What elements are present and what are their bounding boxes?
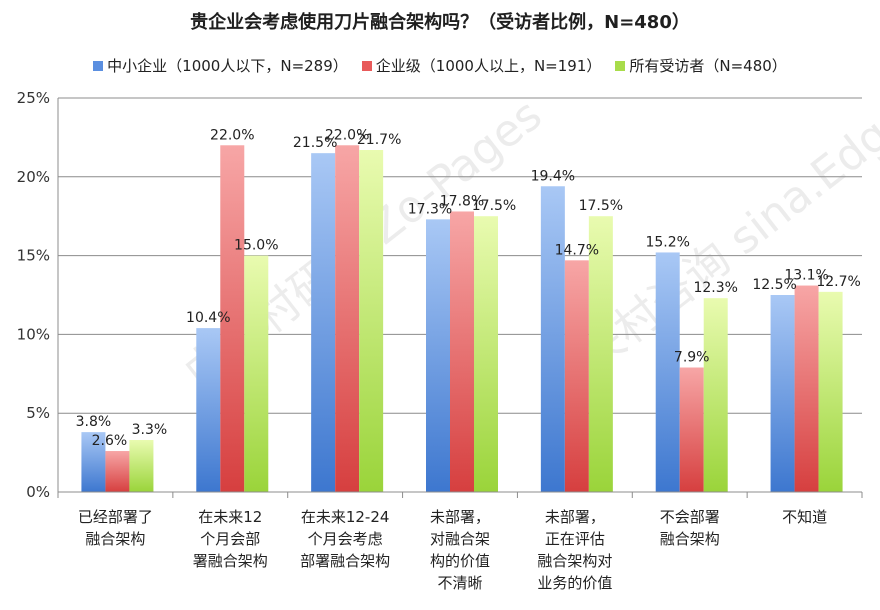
bar-sme-2	[311, 153, 336, 492]
bar-enterprise-2	[335, 145, 360, 492]
y-tick-label: 20%	[17, 168, 50, 186]
category-label-0-line-1: 融合架构	[85, 530, 145, 548]
category-label-4-line-1: 正在评估	[545, 530, 605, 548]
data-label-all-4: 17.5%	[579, 198, 623, 214]
bar-all-2	[359, 150, 384, 492]
bar-enterprise-3	[450, 211, 474, 493]
bar-sme-0	[81, 432, 106, 492]
category-label-4-line-0: 未部署，	[545, 508, 605, 526]
bar-sme-6	[770, 295, 795, 492]
data-label-all-6: 12.7%	[816, 274, 860, 290]
bar-all-5	[703, 298, 728, 492]
bar-sme-4	[540, 186, 565, 493]
bar-all-6	[818, 291, 843, 492]
y-axis-ticks: 0% 5% 10% 15% 20% 25%	[17, 89, 50, 501]
data-label-all-5: 12.3%	[693, 280, 737, 296]
y-tick-label: 5%	[26, 404, 50, 422]
data-label-sme-3: 17.3%	[408, 201, 452, 217]
bar-all-3	[474, 216, 498, 492]
data-label-all-3: 17.5%	[472, 198, 516, 214]
data-label-sme-4: 19.4%	[531, 168, 575, 184]
category-label-2-line-1: 个月会考虑	[308, 530, 383, 548]
legend-item-enterprise: 企业级（1000人以上，N=191）	[361, 55, 602, 76]
category-label-2-line-0: 在未来12-24	[301, 508, 390, 526]
bar-enterprise-5	[679, 367, 704, 492]
data-label-sme-5: 15.2%	[645, 234, 689, 250]
data-label-sme-1: 10.4%	[186, 310, 230, 326]
bar-enterprise-4	[564, 260, 589, 492]
data-label-all-2: 21.7%	[357, 132, 401, 148]
legend-label-sme: 中小企业（1000人以下，N=289）	[107, 57, 348, 75]
data-label-sme-6: 12.5%	[752, 277, 796, 293]
category-label-3-line-1: 对融合架	[430, 530, 490, 548]
category-label-2-line-2: 部署融合架构	[300, 552, 390, 570]
chart-title: 贵企业会考虑使用刀片融合架构吗？（受访者比例，N=480）	[190, 12, 690, 33]
category-label-5-line-1: 融合架构	[660, 530, 720, 548]
data-label-sme-2: 21.5%	[293, 135, 337, 151]
legend-label-all: 所有受访者（N=480）	[629, 57, 787, 75]
category-label-0-line-0: 已经部署了	[78, 508, 153, 526]
data-label-enterprise-1: 22.0%	[210, 127, 254, 143]
legend-label-enterprise: 企业级（1000人以上，N=191）	[375, 57, 602, 75]
data-labels: 3.8%2.6%3.3%10.4%22.0%15.0%21.5%22.0%21.…	[76, 127, 861, 449]
y-tick-label: 0%	[26, 483, 50, 501]
category-label-1-line-1: 个月会部	[200, 530, 260, 548]
axes	[57, 98, 863, 498]
legend-item-all: 所有受访者（N=480）	[615, 55, 787, 76]
bars	[81, 145, 843, 493]
bar-enterprise-6	[794, 285, 819, 492]
data-label-enterprise-6: 13.1%	[784, 268, 828, 284]
legend-item-sme: 中小企业（1000人以下，N=289）	[93, 55, 348, 76]
bar-sme-5	[655, 252, 680, 492]
bar-all-1	[244, 255, 269, 492]
data-label-all-1: 15.0%	[234, 238, 278, 254]
bar-sme-3	[426, 219, 450, 493]
category-label-3-line-3: 不清晰	[437, 574, 482, 592]
data-label-enterprise-2: 22.0%	[325, 127, 369, 143]
category-label-4-line-2: 融合架构对	[537, 552, 612, 570]
legend-swatch-enterprise	[361, 60, 372, 71]
data-label-enterprise-3: 17.8%	[440, 193, 484, 209]
category-label-3-line-0: 未部署，	[430, 508, 490, 526]
bar-all-0	[129, 439, 154, 492]
category-label-6-line-0: 不知道	[782, 508, 827, 526]
data-label-enterprise-0: 2.6%	[92, 433, 128, 449]
y-tick-label: 10%	[17, 325, 50, 343]
category-label-3-line-2: 构的价值	[430, 552, 490, 570]
bar-enterprise-1	[220, 145, 245, 492]
data-label-enterprise-4: 14.7%	[555, 242, 599, 258]
data-label-enterprise-5: 7.9%	[674, 349, 710, 365]
legend-swatch-all	[615, 60, 626, 71]
bar-enterprise-0	[105, 451, 130, 492]
data-label-all-0: 3.3%	[132, 422, 168, 438]
category-label-4-line-3: 业务的价值	[537, 574, 612, 592]
category-label-5-line-0: 不会部署	[660, 508, 720, 526]
y-tick-label: 15%	[17, 247, 50, 265]
bar-all-4	[588, 216, 613, 492]
category-label-1-line-2: 署融合架构	[193, 552, 268, 570]
legend-swatch-sme	[93, 60, 104, 71]
legend: 中小企业（1000人以下，N=289） 企业级（1000人以上，N=191） 所…	[0, 55, 880, 76]
data-label-sme-0: 3.8%	[76, 414, 112, 430]
bar-sme-1	[196, 328, 221, 492]
category-label-1-line-0: 在未来12	[198, 508, 262, 526]
y-tick-label: 25%	[17, 89, 50, 107]
